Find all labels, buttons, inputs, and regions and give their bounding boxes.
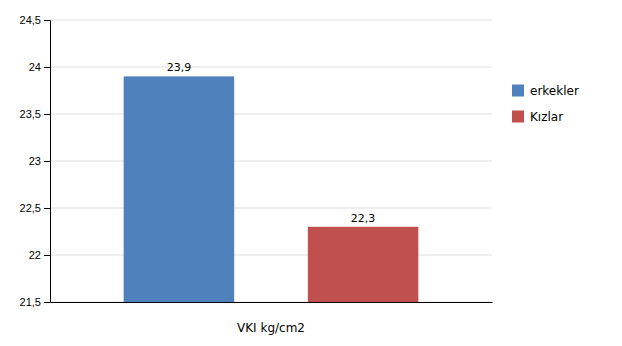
y-tick-label: 23 [29, 155, 41, 167]
legend-swatch [512, 85, 524, 97]
y-tick-mark [44, 208, 50, 209]
grid-line [50, 302, 492, 303]
data-labels: 23,9 22,3 [167, 61, 376, 224]
grid-line [50, 20, 492, 21]
y-tick-mark [44, 20, 50, 21]
grid-line [50, 161, 492, 162]
y-tick: 22,5 [20, 202, 50, 214]
y-tick: 23 [29, 155, 50, 167]
bars [124, 76, 419, 302]
y-tick: 23,5 [20, 108, 50, 120]
legend-label: erkekler [530, 84, 579, 98]
y-tick-label: 24 [29, 61, 41, 73]
grid-line [50, 67, 492, 68]
grid [50, 20, 492, 302]
x-axis-line [51, 302, 493, 303]
x-axis [51, 302, 493, 304]
bar [124, 76, 234, 302]
y-tick-mark [44, 302, 50, 303]
y-tick-label: 22 [29, 249, 41, 261]
chart: 23,9 22,3 21,5 22 22,5 23 23,5 24 24,5 VKI kg/cm2… [0, 0, 622, 346]
legend-item: erkekler [512, 84, 579, 98]
data-label: 23,9 [167, 61, 192, 74]
y-tick-mark [44, 67, 50, 68]
legend: erkekler Kızlar [512, 84, 579, 124]
y-tick: 24,5 [20, 14, 50, 26]
y-tick-label: 24,5 [20, 14, 41, 26]
y-axis-line [44, 21, 51, 303]
legend-item: Kızlar [512, 110, 563, 124]
y-tick: 21,5 [20, 296, 50, 308]
x-axis-title: VKI kg/cm2 [237, 321, 305, 335]
legend-swatch [512, 111, 524, 123]
legend-label: Kızlar [530, 110, 563, 124]
plot: 23,9 22,3 21,5 22 22,5 23 23,5 24 24,5 [20, 14, 493, 308]
grid-line [50, 208, 492, 209]
grid-line [50, 114, 492, 115]
y-axis: 21,5 22 22,5 23 23,5 24 24,5 [20, 14, 51, 308]
data-label: 22,3 [351, 212, 376, 225]
y-tick-label: 21,5 [20, 296, 41, 308]
bar [308, 227, 419, 302]
y-tick-mark [44, 255, 50, 256]
y-tick-label: 23,5 [20, 108, 41, 120]
y-tick-mark [44, 161, 50, 162]
grid-line [50, 255, 492, 256]
y-tick: 22 [29, 249, 50, 261]
y-tick-label: 22,5 [20, 202, 41, 214]
y-tick: 24 [29, 61, 50, 73]
y-tick-mark [44, 114, 50, 115]
